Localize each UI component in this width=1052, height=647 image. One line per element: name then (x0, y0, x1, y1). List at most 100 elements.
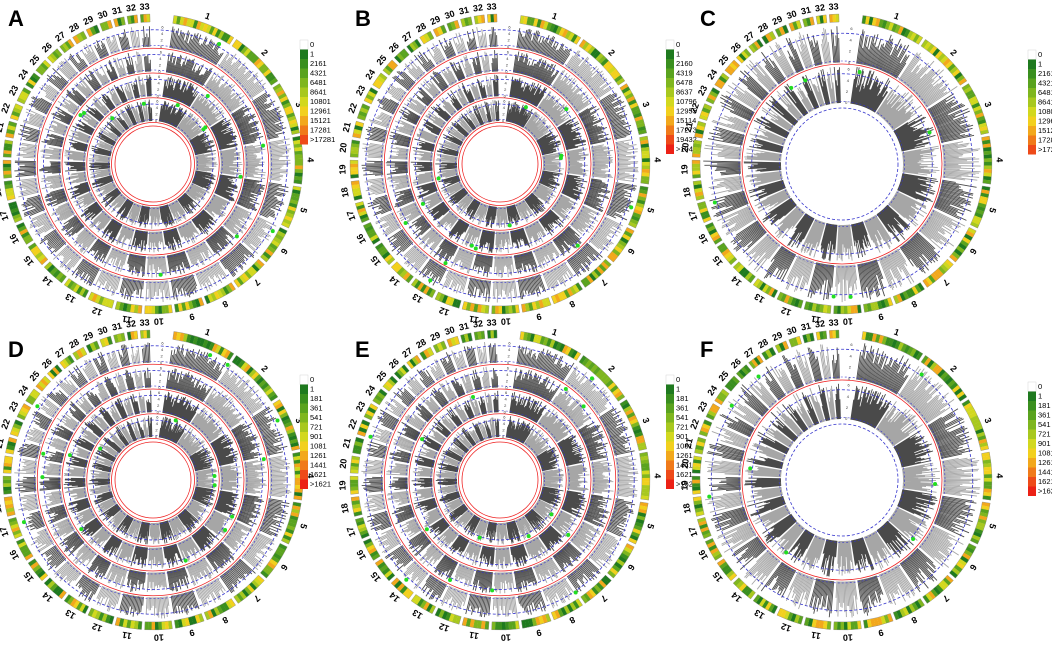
density-cell (614, 390, 623, 399)
chromosome-bars (40, 147, 62, 160)
density-cell (508, 621, 513, 630)
chromosome-bars (391, 504, 415, 525)
density-cell (563, 605, 571, 615)
chromosome-label: 19 (337, 480, 347, 490)
chromosome-bars (138, 392, 146, 414)
density-cell (376, 391, 386, 400)
density-cell (641, 147, 650, 152)
chromosome-label: 27 (742, 30, 756, 44)
chromosome-bars (50, 424, 74, 441)
chromosome-bars (787, 529, 815, 563)
density-cell (951, 69, 961, 77)
chromosome-bars (268, 138, 292, 181)
chromosome-bars (472, 422, 485, 442)
significance-threshold-line (61, 388, 245, 572)
density-cell (480, 620, 486, 630)
density-cell (929, 361, 938, 371)
density-cell (396, 368, 405, 378)
density-chrom-border (362, 222, 381, 245)
density-cell (288, 202, 298, 209)
density-cell (292, 185, 302, 191)
significant-snp-point (35, 404, 40, 409)
density-cell (580, 594, 589, 604)
axis-tick-label: 4 (161, 31, 164, 36)
density-cell (181, 302, 187, 312)
density-cell (361, 103, 371, 111)
chromosome-bars (38, 396, 60, 418)
legend-swatch (1028, 486, 1036, 496)
chromosome-bars (142, 342, 151, 364)
chromosome-label: 33 (828, 317, 839, 328)
density-cell (953, 564, 963, 573)
density-cell (16, 222, 25, 229)
chromosome-bars (436, 210, 459, 229)
density-cell (741, 585, 750, 595)
chromosome-bars (421, 434, 442, 452)
density-cell (770, 289, 778, 298)
density-cell (3, 469, 12, 474)
density-chrom-border (59, 354, 75, 370)
density-cell (219, 287, 227, 297)
density-cell (560, 290, 568, 300)
chromosome-bars (830, 26, 840, 63)
chromosome-bars (148, 547, 165, 569)
chromosome-label: 24 (363, 383, 377, 397)
chromosome-bars (448, 187, 469, 206)
axis-tick-label: 0 (160, 44, 163, 49)
density-chrom-border (410, 594, 437, 615)
density-cell (536, 334, 542, 344)
chromosome-label: 19 (337, 164, 347, 174)
significant-snp-point (857, 69, 862, 74)
density-chrom-border (735, 48, 752, 64)
density-cell (8, 201, 17, 207)
chromosome-bars (425, 110, 447, 129)
density-cell (11, 210, 20, 217)
density-chrom-border (628, 185, 649, 229)
legend-swatch (1028, 135, 1036, 145)
chromosome-bars (863, 530, 894, 570)
chromosome-bars (512, 51, 560, 87)
density-chrom-border (349, 139, 361, 158)
density-chrom-border (374, 558, 396, 582)
chromosome-bars (749, 377, 778, 409)
chromosome-label: 28 (67, 337, 81, 351)
density-cell (724, 383, 734, 392)
density-cell (938, 266, 947, 275)
density-cell (3, 159, 12, 164)
density-cell (628, 221, 638, 229)
significant-snp-point (566, 532, 571, 537)
density-cell (876, 300, 883, 310)
density-cell (29, 75, 39, 84)
chromosome-bars (447, 90, 463, 112)
density-cell (498, 621, 503, 630)
chromosome-bars (466, 29, 478, 51)
chromosome-label: 15 (22, 570, 36, 584)
legend-swatch (665, 374, 675, 385)
legend-label: 8641 (310, 88, 327, 97)
density-cell (909, 32, 917, 41)
chromosome-bars (72, 119, 95, 136)
chromosome-bars (159, 520, 175, 544)
density-cell (205, 24, 212, 34)
density-cell (267, 245, 276, 254)
density-cell (248, 52, 257, 62)
chromosome-bars (88, 154, 111, 163)
density-chrom-border (460, 332, 473, 344)
panel-letter: E (355, 337, 370, 362)
significant-snp-point (558, 155, 563, 160)
density-cell (533, 18, 539, 27)
legend-label: >1621 (1038, 487, 1052, 496)
chromosome-bars (137, 205, 150, 228)
density-legend: 0121604319647886371079612955151141727319… (665, 39, 701, 154)
density-cell (768, 31, 777, 41)
axis-tick-label: 2 (508, 354, 511, 359)
chromosome-label: 7 (252, 593, 262, 604)
chromosome-bars (491, 50, 499, 72)
density-cell (971, 102, 981, 109)
density-chrom-border (355, 201, 370, 224)
density-cell (450, 337, 457, 347)
density-chrom-border (861, 331, 924, 361)
density-cell (541, 298, 548, 308)
chromosome-bars (746, 486, 783, 503)
